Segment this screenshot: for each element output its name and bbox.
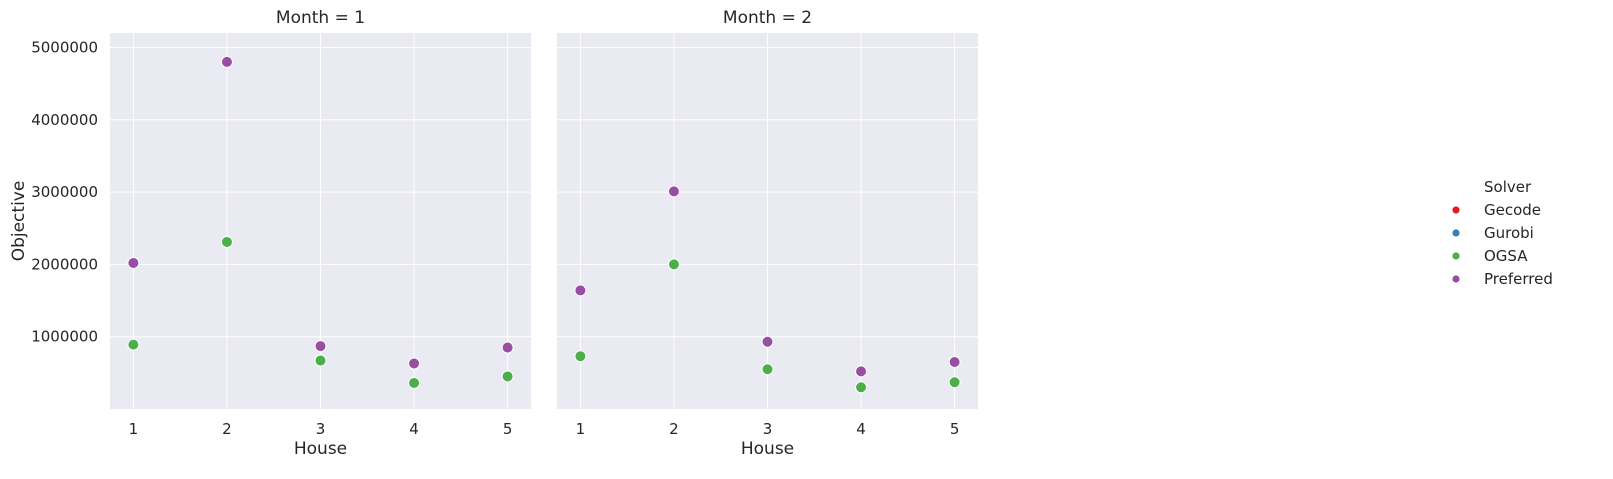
x-tick-label: 5: [950, 420, 960, 438]
facet-panel-1: Month = 1 1 2 3 4 5 House 1000000 2000000 3000000…: [31, 8, 531, 459]
data-point-ogsa: [408, 376, 421, 389]
y-tick-label: 3000000: [31, 183, 98, 201]
x-tick-label: 1: [129, 420, 139, 438]
panel-title: Month = 1: [276, 8, 365, 28]
legend-entry-label: Gurobi: [1484, 224, 1534, 242]
data-point-ogsa: [855, 381, 868, 394]
data-point-ogsa: [501, 370, 514, 383]
panel-title: Month = 2: [723, 8, 812, 28]
data-point-preferred: [855, 365, 868, 378]
x-tick-label: 1: [576, 420, 586, 438]
data-point-preferred: [761, 335, 774, 348]
x-tick-label: 3: [763, 420, 773, 438]
legend-marker: [1451, 274, 1461, 284]
y-tick-label: 4000000: [31, 111, 98, 129]
legend: Solver Gecode Gurobi OGSA Preferred: [1451, 178, 1553, 288]
legend-marker: [1451, 205, 1461, 215]
data-point-preferred: [220, 55, 233, 68]
x-axis-label: House: [741, 439, 794, 459]
data-point-ogsa: [574, 350, 587, 363]
data-point-preferred: [667, 185, 680, 198]
x-tick-label: 3: [316, 420, 326, 438]
data-point-preferred: [948, 356, 961, 368]
data-point-ogsa: [761, 363, 774, 376]
y-tick-label: 1000000: [31, 328, 98, 346]
x-axis-label: House: [294, 439, 347, 459]
y-axis-label: Objective: [9, 181, 29, 262]
data-point-ogsa: [667, 258, 680, 271]
legend-marker: [1451, 228, 1461, 238]
data-point-preferred: [408, 357, 421, 370]
data-point-preferred: [127, 256, 140, 269]
legend-marker: [1451, 251, 1461, 261]
x-tick-label: 4: [409, 420, 419, 438]
x-tick-label: 4: [856, 420, 866, 438]
y-tick-label: 5000000: [31, 38, 98, 56]
x-tick-label: 2: [222, 420, 232, 438]
legend-title: Solver: [1484, 178, 1532, 196]
legend-entry-label: OGSA: [1484, 247, 1528, 265]
data-point-preferred: [314, 340, 327, 353]
data-point-preferred: [574, 284, 587, 297]
x-tick-label: 5: [503, 420, 513, 438]
data-point-ogsa: [948, 376, 961, 389]
y-tick-label: 2000000: [31, 255, 98, 273]
data-point-ogsa: [314, 354, 327, 367]
facet-panel-2: Month = 2 1 2 3 4 5 House: [557, 8, 978, 459]
data-point-ogsa: [127, 338, 140, 351]
data-point-preferred: [501, 341, 514, 354]
facet-panels: Month = 1 1 2 3 4 5 House 1000000 2000000 3000000…: [31, 8, 978, 459]
data-point-ogsa: [220, 235, 233, 248]
legend-entry-label: Gecode: [1484, 201, 1541, 219]
legend-entry-label: Preferred: [1484, 270, 1553, 288]
x-tick-label: 2: [669, 420, 679, 438]
